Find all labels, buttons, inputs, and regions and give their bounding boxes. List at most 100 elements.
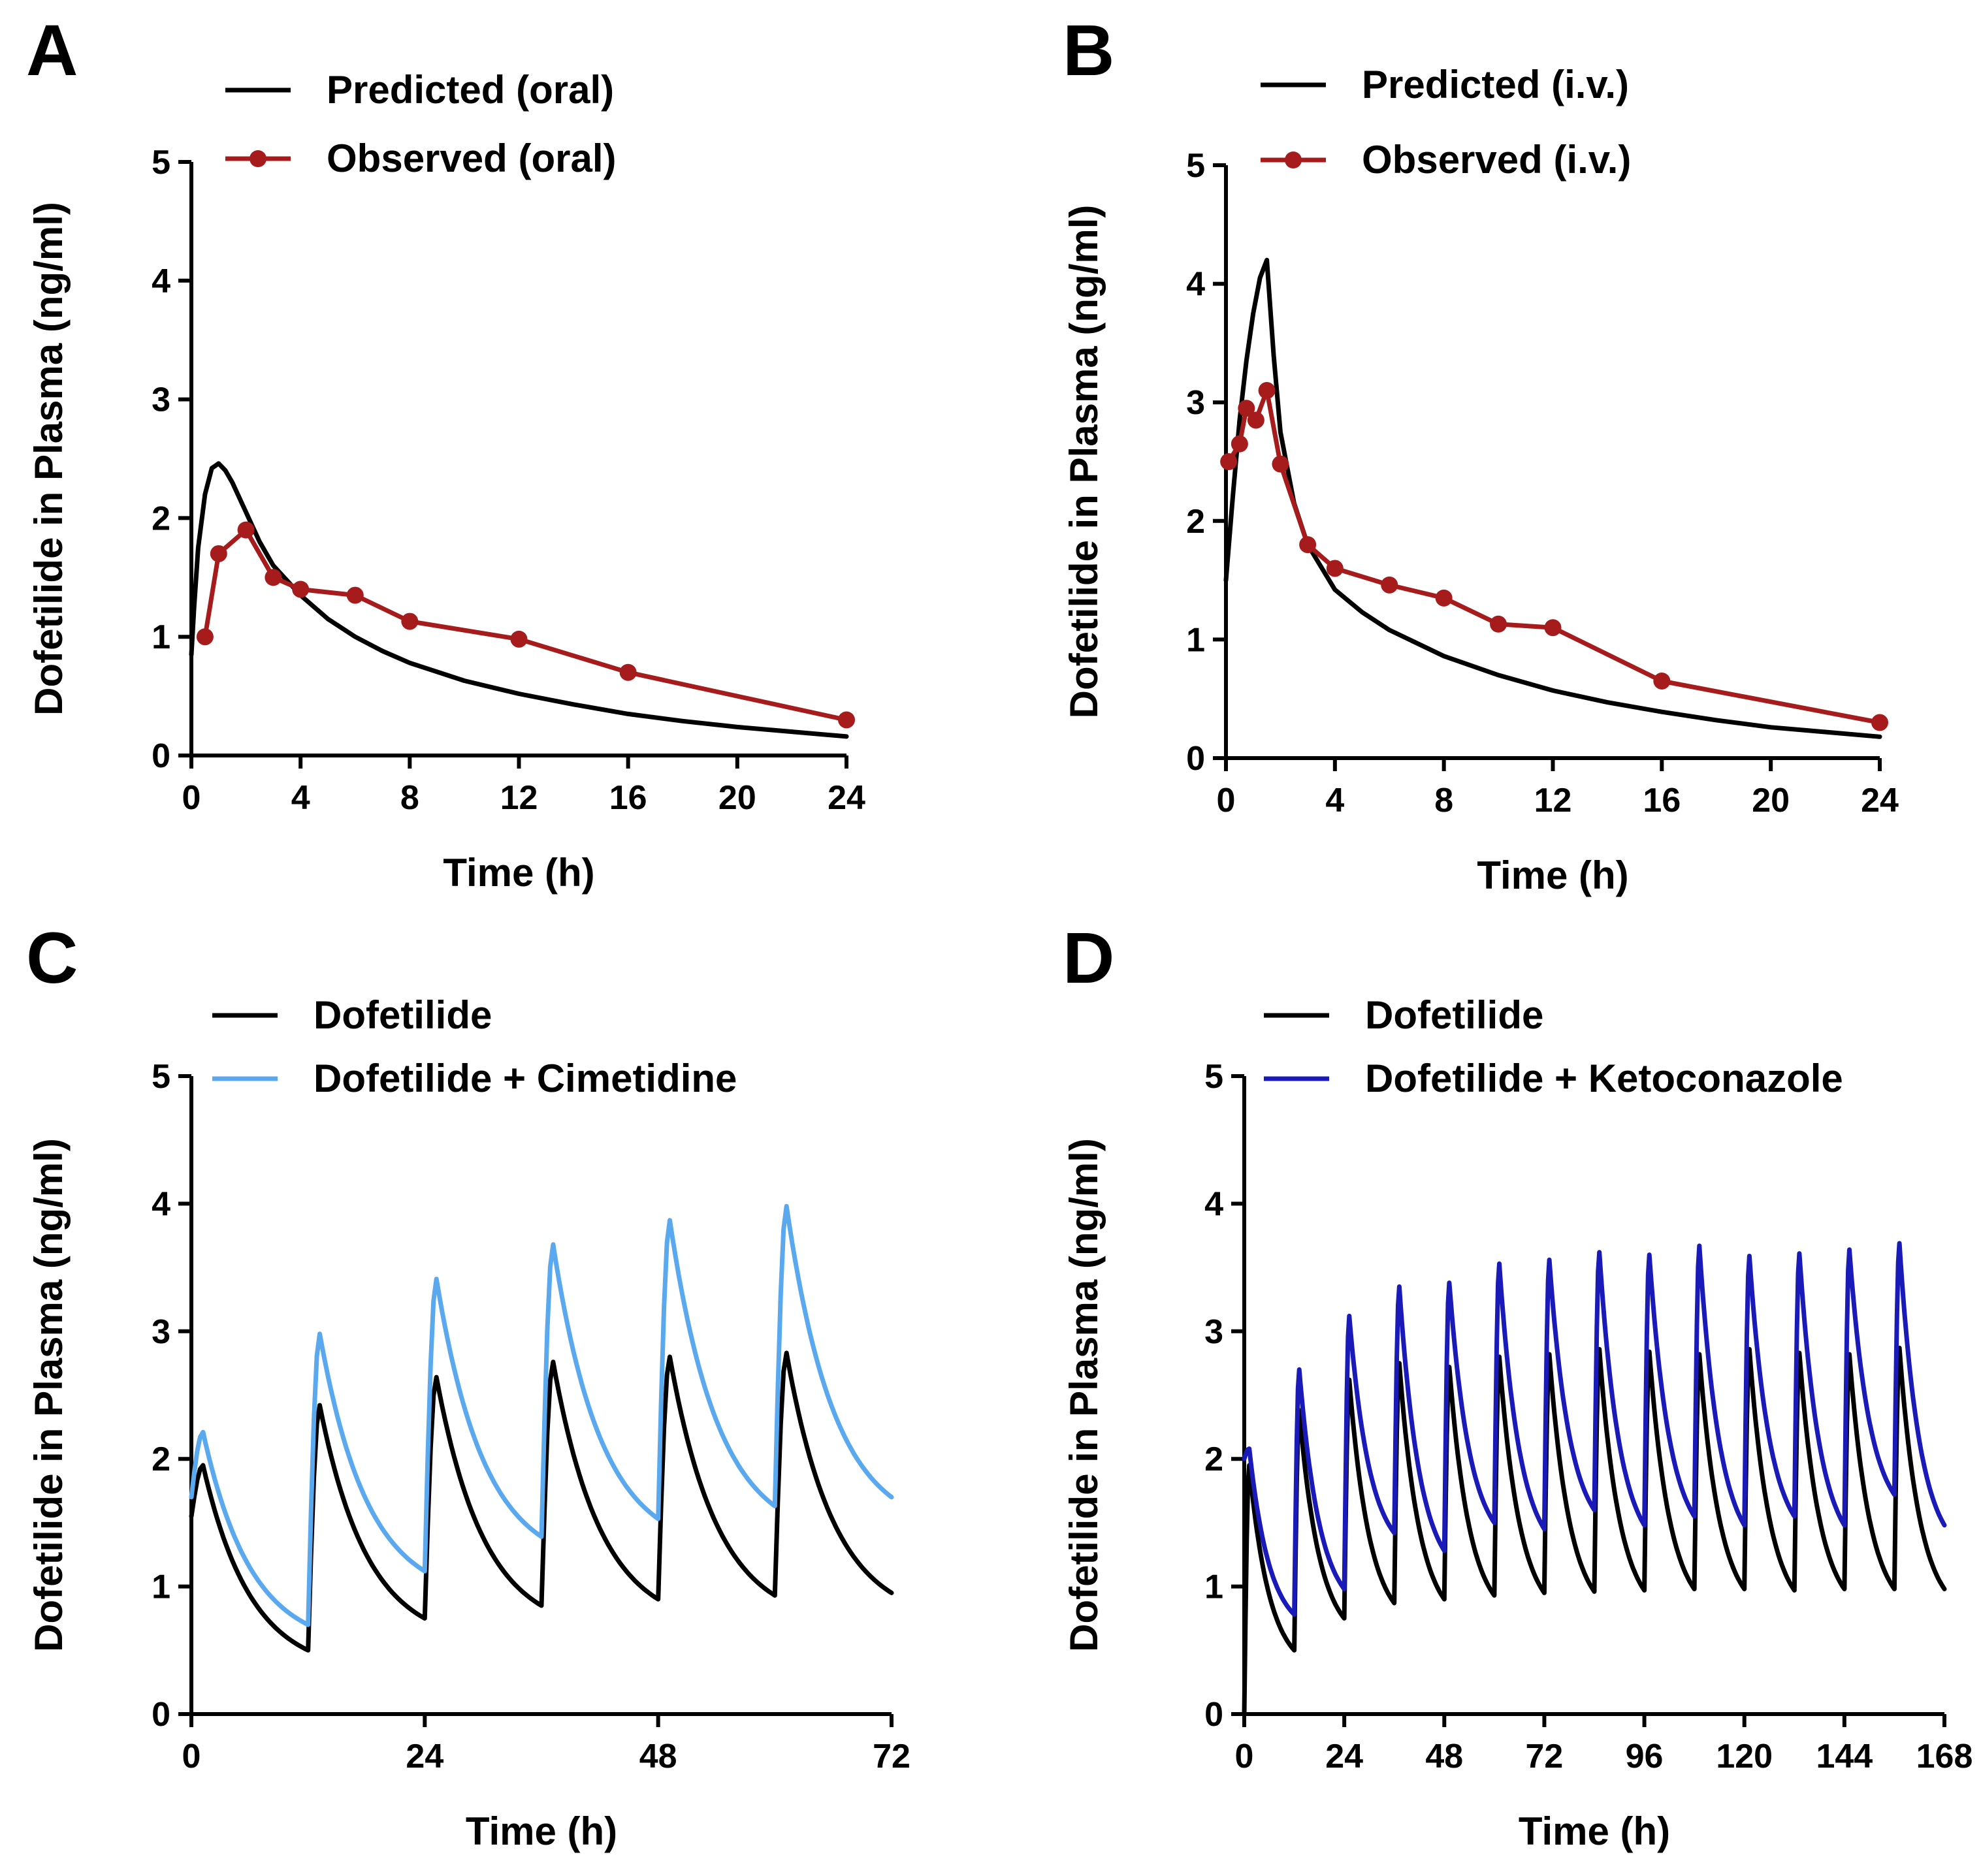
y-tick-label: 1 xyxy=(152,618,170,656)
data-point xyxy=(1247,411,1264,429)
x-tick-label: 20 xyxy=(718,779,756,817)
x-tick-label: 16 xyxy=(609,779,647,817)
data-point xyxy=(1653,672,1671,690)
x-tick-label: 0 xyxy=(1235,1738,1254,1775)
y-tick-label: 2 xyxy=(152,1440,170,1478)
x-axis-title: Time (h) xyxy=(1477,853,1628,897)
y-tick-label: 2 xyxy=(152,500,170,537)
series-line-1 xyxy=(189,1350,894,1653)
data-point xyxy=(1435,589,1453,607)
series-line-1 xyxy=(1223,257,1882,739)
panel-letter: C xyxy=(26,918,78,998)
y-tick-label: 5 xyxy=(152,1058,170,1096)
y-tick-label: 4 xyxy=(1204,1185,1223,1223)
y-tick-label: 0 xyxy=(1204,1696,1223,1734)
data-point xyxy=(1231,435,1248,453)
y-tick-label: 4 xyxy=(152,262,170,300)
x-tick-label: 12 xyxy=(1534,782,1572,819)
legend-label: Observed (oral) xyxy=(327,136,616,180)
y-tick-label: 3 xyxy=(1186,384,1205,422)
y-tick-label: 5 xyxy=(152,144,170,182)
x-tick-label: 0 xyxy=(182,779,201,817)
data-point xyxy=(1272,455,1289,473)
x-tick-label: 4 xyxy=(1325,782,1344,819)
y-tick-label: 2 xyxy=(1186,503,1205,541)
series-line-1 xyxy=(189,461,849,739)
series-line-1 xyxy=(1242,1345,1947,1717)
y-tick-label: 4 xyxy=(1186,266,1205,304)
x-tick-label: 0 xyxy=(1217,782,1236,819)
data-point xyxy=(401,612,419,630)
data-point xyxy=(1871,714,1888,731)
y-tick-label: 1 xyxy=(1204,1568,1223,1606)
x-tick-label: 8 xyxy=(400,779,419,817)
x-tick-label: 4 xyxy=(291,779,310,817)
y-tick-label: 3 xyxy=(152,1313,170,1351)
y-tick-label: 4 xyxy=(152,1185,170,1223)
data-point xyxy=(838,711,855,729)
panel-letter: D xyxy=(1063,918,1114,998)
data-point xyxy=(292,580,310,598)
x-tick-label: 8 xyxy=(1434,782,1453,819)
y-axis-title: Dofetilide in Plasma (ng/ml) xyxy=(1062,1138,1106,1652)
data-point xyxy=(1490,615,1507,633)
legend-label: Dofetilide + Ketoconazole xyxy=(1365,1057,1843,1100)
data-point xyxy=(1258,382,1276,400)
x-tick-label: 72 xyxy=(1526,1738,1564,1775)
y-axis-title: Dofetilide in Plasma (ng/ml) xyxy=(27,202,71,716)
y-tick-label: 0 xyxy=(152,737,170,775)
data-point xyxy=(1544,619,1562,637)
x-tick-label: 48 xyxy=(639,1738,677,1775)
y-tick-label: 5 xyxy=(1186,147,1205,185)
data-point xyxy=(196,628,214,646)
observed-series-line xyxy=(202,528,849,722)
y-tick-label: 3 xyxy=(1204,1313,1223,1351)
y-tick-label: 1 xyxy=(1186,621,1205,659)
panel-c: C 0 1 2 3 4 5 0 24 48 72 Time (h) Dofetilide in Plas… xyxy=(26,918,910,1853)
y-tick-label: 0 xyxy=(1186,740,1205,778)
x-tick-label: 48 xyxy=(1425,1738,1463,1775)
data-point xyxy=(1381,576,1398,594)
data-point xyxy=(1220,453,1238,470)
legend-label: Predicted (i.v.) xyxy=(1362,63,1629,106)
y-tick-label: 1 xyxy=(152,1568,170,1606)
panel-letter: A xyxy=(26,10,78,91)
x-axis-title: Time (h) xyxy=(443,851,594,895)
y-axis-title: Dofetilide in Plasma (ng/ml) xyxy=(1062,205,1106,719)
data-point xyxy=(346,586,364,604)
x-tick-label: 24 xyxy=(1861,782,1899,819)
x-tick-label: 20 xyxy=(1752,782,1790,819)
legend-marker xyxy=(1285,151,1302,168)
data-point xyxy=(210,545,227,562)
y-tick-label: 2 xyxy=(1204,1440,1223,1478)
data-point xyxy=(1326,560,1344,577)
legend-marker xyxy=(250,150,266,167)
x-tick-label: 96 xyxy=(1626,1738,1664,1775)
x-tick-label: 24 xyxy=(828,779,865,817)
legend-label: Dofetilide xyxy=(1365,993,1543,1037)
data-point xyxy=(619,663,637,681)
legend-label: Predicted (oral) xyxy=(327,68,614,112)
x-tick-label: 0 xyxy=(182,1738,201,1775)
x-axis-title: Time (h) xyxy=(466,1809,617,1853)
y-tick-label: 0 xyxy=(152,1696,170,1734)
y-tick-label: 5 xyxy=(1204,1058,1223,1096)
x-tick-label: 12 xyxy=(500,779,538,817)
legend-label: Dofetilide xyxy=(314,993,492,1037)
x-tick-label: 16 xyxy=(1643,782,1681,819)
data-point xyxy=(1299,536,1317,554)
data-point xyxy=(1238,400,1255,417)
series-line-2 xyxy=(1242,1241,1947,1617)
panel-letter: B xyxy=(1063,10,1114,91)
observed-series-line xyxy=(1226,388,1882,725)
x-tick-label: 24 xyxy=(406,1738,443,1775)
x-tick-label: 24 xyxy=(1325,1738,1363,1775)
x-tick-label: 120 xyxy=(1716,1738,1773,1775)
panel-d: D 0 1 2 3 4 5 0 24 48 72 96 120 144 168 Time (h) Dofetil… xyxy=(1062,918,1973,1853)
x-tick-label: 168 xyxy=(1916,1738,1973,1775)
series-line-2 xyxy=(189,1203,894,1627)
x-tick-label: 72 xyxy=(873,1738,910,1775)
y-axis-title: Dofetilide in Plasma (ng/ml) xyxy=(27,1138,71,1652)
